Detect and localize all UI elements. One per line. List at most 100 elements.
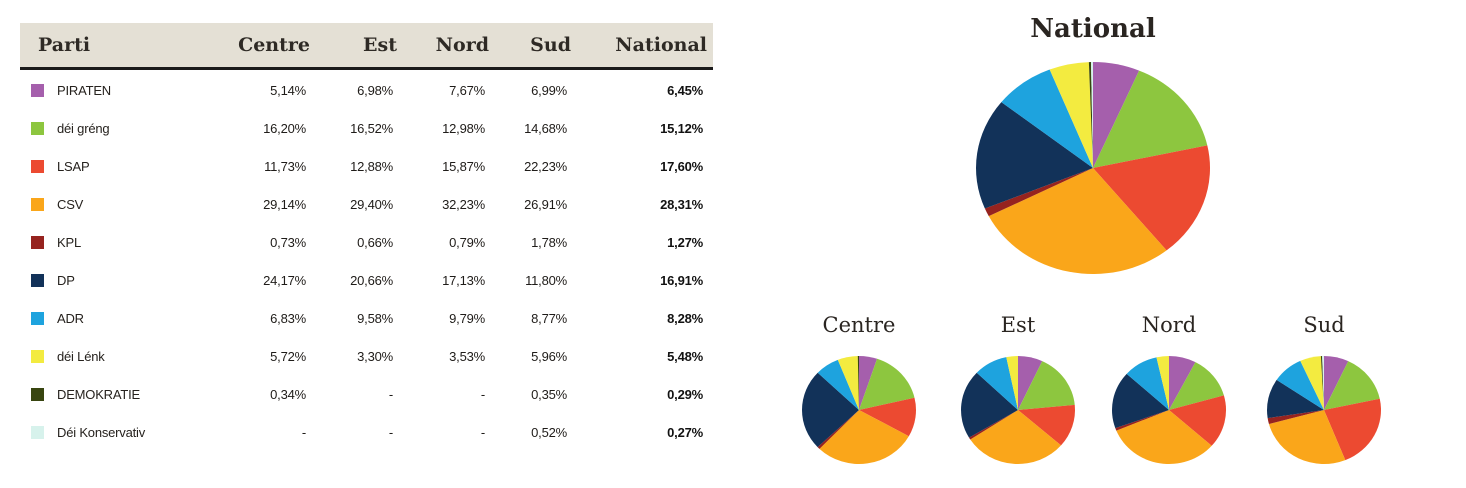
value-centre: -	[301, 424, 306, 440]
pie-slice-kpl	[1115, 410, 1169, 431]
value-national: 17,60%	[660, 158, 703, 174]
pie-slice-adr	[1276, 360, 1324, 410]
column-header-est: Est	[363, 34, 397, 56]
est-pie-chart	[961, 356, 1076, 464]
party-color-swatch	[31, 425, 44, 439]
pie-slice-dp	[976, 102, 1093, 209]
column-header-parti: Parti	[38, 34, 91, 56]
table-body: PIRATEN 5,14% 6,98% 7,67% 6,99% 6,45% déi grén…	[20, 71, 713, 451]
value-nord: 32,23%	[442, 196, 485, 212]
party-name: KPL	[57, 234, 81, 250]
pie-slice-piraten	[1093, 62, 1140, 168]
pie-slice-déi-gréng	[1169, 362, 1224, 410]
pie-slice-lsap	[1169, 395, 1227, 446]
table-row: DEMOKRATIE 0,34% - - 0,35% 0,29%	[20, 375, 713, 413]
column-header-sud: Sud	[530, 34, 571, 56]
pie-slice-kpl	[969, 410, 1018, 440]
party-cell: LSAP	[20, 159, 225, 174]
party-cell: PIRATEN	[20, 83, 225, 98]
pie-title-centre: Centre	[822, 313, 896, 337]
value-nord: 0,79%	[449, 234, 485, 250]
pie-slice-déi-lénk	[1006, 356, 1018, 410]
table-row: PIRATEN 5,14% 6,98% 7,67% 6,99% 6,45%	[20, 71, 713, 109]
pie-slice-adr	[817, 359, 859, 410]
pie-slice-lsap	[1093, 145, 1210, 251]
party-color-swatch	[31, 273, 44, 287]
party-color-swatch	[31, 235, 44, 249]
pie-slice-piraten	[1324, 356, 1349, 410]
table-row: CSV 29,14% 29,40% 32,23% 26,91% 28,31%	[20, 185, 713, 223]
value-nord: 3,53%	[449, 348, 485, 364]
pie-slice-piraten	[1169, 356, 1196, 410]
party-color-swatch	[31, 83, 44, 97]
pie-slice-déi-konservativ	[1322, 356, 1324, 410]
value-centre: 0,34%	[270, 386, 306, 402]
sud-pie-chart	[1267, 356, 1382, 465]
value-centre: 5,14%	[270, 82, 306, 98]
value-nord: 9,79%	[449, 310, 485, 326]
value-est: 12,88%	[350, 158, 393, 174]
value-sud: 22,23%	[524, 158, 567, 174]
table-header-row: Parti Centre Est Nord Sud National	[20, 23, 713, 70]
value-centre: 11,73%	[264, 158, 306, 174]
party-cell: déi gréng	[20, 121, 225, 136]
value-sud: 8,77%	[531, 310, 567, 326]
column-header-centre: Centre	[238, 34, 310, 56]
pie-slice-déi-lénk	[1300, 356, 1324, 410]
value-est: 29,40%	[350, 196, 393, 212]
pie-slice-déi-lénk	[837, 356, 859, 410]
value-sud: 1,78%	[531, 234, 567, 250]
party-color-swatch	[31, 311, 44, 325]
party-name: Déi Konservativ	[57, 424, 146, 440]
value-est: 6,98%	[357, 82, 393, 98]
party-cell: ADR	[20, 311, 225, 326]
value-national: 15,12%	[660, 120, 703, 136]
value-nord: 15,87%	[442, 158, 485, 174]
pie-slice-adr	[976, 357, 1018, 410]
pie-slice-lsap	[1324, 398, 1382, 461]
party-name: déi Lénk	[57, 348, 105, 364]
value-nord: 17,13%	[442, 272, 485, 288]
party-cell: DP	[20, 273, 225, 288]
pie-slice-dp	[961, 372, 1018, 438]
pie-slice-lsap	[859, 397, 917, 437]
value-sud: 0,52%	[531, 424, 567, 440]
value-centre: 0,73%	[270, 234, 306, 250]
pie-slice-kpl	[1267, 410, 1324, 425]
value-est: 20,66%	[350, 272, 393, 288]
column-header-nord: Nord	[435, 34, 489, 56]
party-name: PIRATEN	[57, 82, 111, 98]
pie-slice-csv	[970, 410, 1062, 464]
value-national: 16,91%	[660, 272, 703, 288]
centre-pie-chart	[802, 355, 917, 464]
party-name: DP	[57, 272, 75, 288]
pie-slice-déi-konservativ	[1091, 62, 1093, 168]
value-sud: 5,96%	[531, 348, 567, 364]
pie-slice-déi-lénk	[1049, 62, 1093, 168]
party-cell: KPL	[20, 235, 225, 250]
pie-slice-csv	[1268, 410, 1346, 465]
value-nord: 7,67%	[449, 82, 485, 98]
pie-slice-déi-gréng	[1324, 361, 1380, 410]
pie-slice-demokratie	[1088, 62, 1093, 168]
pie-slice-kpl	[817, 410, 859, 449]
party-name: DEMOKRATIE	[57, 386, 140, 402]
party-color-swatch	[31, 197, 44, 211]
pie-title-nord: Nord	[1141, 313, 1197, 337]
pie-slice-kpl	[984, 168, 1093, 217]
party-name: ADR	[57, 310, 84, 326]
party-color-swatch	[31, 387, 44, 401]
party-cell: Déi Konservativ	[20, 425, 225, 440]
table-row: ADR 6,83% 9,58% 9,79% 8,77% 8,28%	[20, 299, 713, 337]
value-centre: 29,14%	[263, 196, 306, 212]
pie-slice-lsap	[1018, 404, 1076, 446]
pie-slice-dp	[1267, 379, 1324, 419]
pie-title-est: Est	[1000, 313, 1036, 337]
value-est: 16,52%	[350, 120, 393, 136]
column-header-national: National	[615, 34, 707, 56]
pie-slice-adr	[1126, 357, 1169, 410]
value-sud: 14,68%	[524, 120, 567, 136]
value-est: -	[388, 386, 393, 402]
value-sud: 26,91%	[524, 196, 567, 212]
